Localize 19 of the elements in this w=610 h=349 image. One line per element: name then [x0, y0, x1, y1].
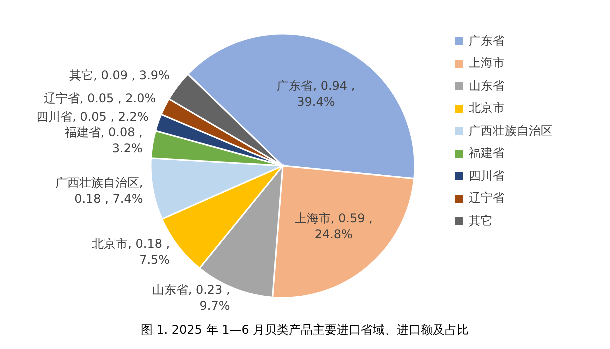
- data-label: 上海市, 0.59 , 24.8%: [294, 212, 373, 242]
- data-label: 辽宁省, 0.05 , 2.0%: [44, 92, 156, 106]
- legend-label: 四川省: [469, 168, 505, 185]
- data-label: 北京市, 0.18 , 7.5%: [92, 237, 170, 268]
- data-label: 山东省, 0.23 , 9.7%: [152, 282, 230, 313]
- data-label: 其它, 0.09 , 3.9%: [70, 68, 170, 82]
- data-label: 四川省, 0.05 , 2.2%: [36, 110, 149, 124]
- data-label: 福建省, 0.08 , 3.2%: [64, 125, 143, 156]
- text: 图 1. 2025 年 1—6 月贝类产品主要进口省域、进口额及占比: [140, 322, 470, 339]
- legend-label: 广东省: [469, 32, 505, 50]
- legend-label: 辽宁省: [469, 190, 505, 208]
- legend-label: 山东省: [469, 78, 505, 95]
- data-label: 广西壮族自治区, 0.18 , 7.4%: [55, 176, 144, 206]
- legend-label: 上海市: [469, 55, 505, 72]
- legend-label: 其它: [469, 212, 493, 230]
- data-label: 广东省, 0.94 , 39.4%: [277, 79, 356, 110]
- legend-label: 广西壮族自治区: [469, 122, 553, 140]
- legend-label: 北京市: [469, 100, 505, 118]
- legend-label: 福建省: [469, 145, 505, 162]
